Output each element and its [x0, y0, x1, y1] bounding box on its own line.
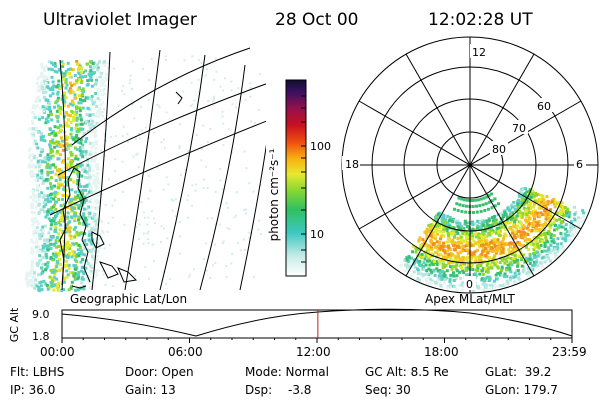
timeline-plot-frame [61, 309, 573, 339]
dsp-value: -3.8 [288, 383, 311, 397]
mlat-label-70: 70 [512, 122, 526, 135]
polar-map: 12 18 6 0 80 70 60 Apex MLat/MLT [341, 36, 599, 306]
dsp-label: Dsp: [245, 383, 272, 397]
gc-alt-readout: GC Alt: 8.5 Re [365, 365, 449, 379]
flt-readout: Flt: LBHS [10, 365, 64, 379]
time-tick-06: 06:00 [168, 345, 203, 359]
colorbar-tick-100: 100 [310, 140, 331, 153]
time-tick-12: 12:00 [296, 345, 331, 359]
mlat-label-80: 80 [492, 143, 506, 156]
aurora-image-polar [399, 187, 587, 293]
color-scale: 100 10 photon cm⁻²s⁻¹ [267, 79, 331, 277]
mlt-spokes [342, 37, 598, 293]
orbit-timeline: GC Alt 9.0 1.8 00:00 06:00 12:00 18:00 2… [8, 307, 587, 359]
seq-readout: Seq: 30 [365, 383, 411, 397]
mlat-label-60: 60 [537, 100, 551, 113]
right-panel-caption: Apex MLat/MLT [425, 292, 515, 306]
timeline-y-tick-high: 9.0 [32, 308, 50, 321]
gain-readout: Gain: 13 [125, 383, 176, 397]
coastline [59, 91, 183, 289]
instrument-title: Ultraviolet Imager [43, 10, 197, 30]
time-tick-2359: 23:59 [552, 345, 587, 359]
left-panel-caption: Geographic Lat/Lon [70, 292, 187, 306]
lat-lon-grid [49, 47, 266, 291]
time-tick-00: 00:00 [40, 345, 75, 359]
colorbar [285, 79, 307, 277]
mode-readout: Mode: Normal [245, 365, 329, 379]
mlt-label-left: 18 [345, 158, 359, 171]
header-date: 28 Oct 00 [275, 10, 358, 30]
door-readout: Door: Open [125, 365, 194, 379]
polar-labels: 12 18 6 0 80 70 60 [342, 44, 586, 291]
colorbar-tick-10: 10 [310, 228, 324, 241]
mlt-label-bottom: 0 [466, 278, 473, 291]
glon-readout: GLon: 179.7 [485, 383, 558, 397]
glat-readout: GLat: 39.2 [485, 365, 551, 379]
timeline-x-ticks [61, 338, 573, 343]
mlt-label-top: 12 [472, 46, 486, 59]
timeline-y-label: GC Alt [8, 307, 21, 342]
aurora-image-geographic [24, 55, 262, 293]
colorbar-ticks [301, 95, 306, 263]
mlt-label-right: 6 [576, 158, 583, 171]
status-readouts: Flt: LBHS IP: 36.0 Door: Open Gain: 13 M… [10, 365, 558, 397]
header-time: 12:02:28 UT [428, 10, 533, 30]
ip-readout: IP: 36.0 [10, 383, 55, 397]
timeline-y-tick-low: 1.8 [32, 330, 50, 343]
colorbar-unit-label: photon cm⁻²s⁻¹ [267, 148, 281, 241]
geographic-map: Geographic Lat/Lon [24, 47, 266, 306]
time-tick-18: 18:00 [424, 345, 459, 359]
